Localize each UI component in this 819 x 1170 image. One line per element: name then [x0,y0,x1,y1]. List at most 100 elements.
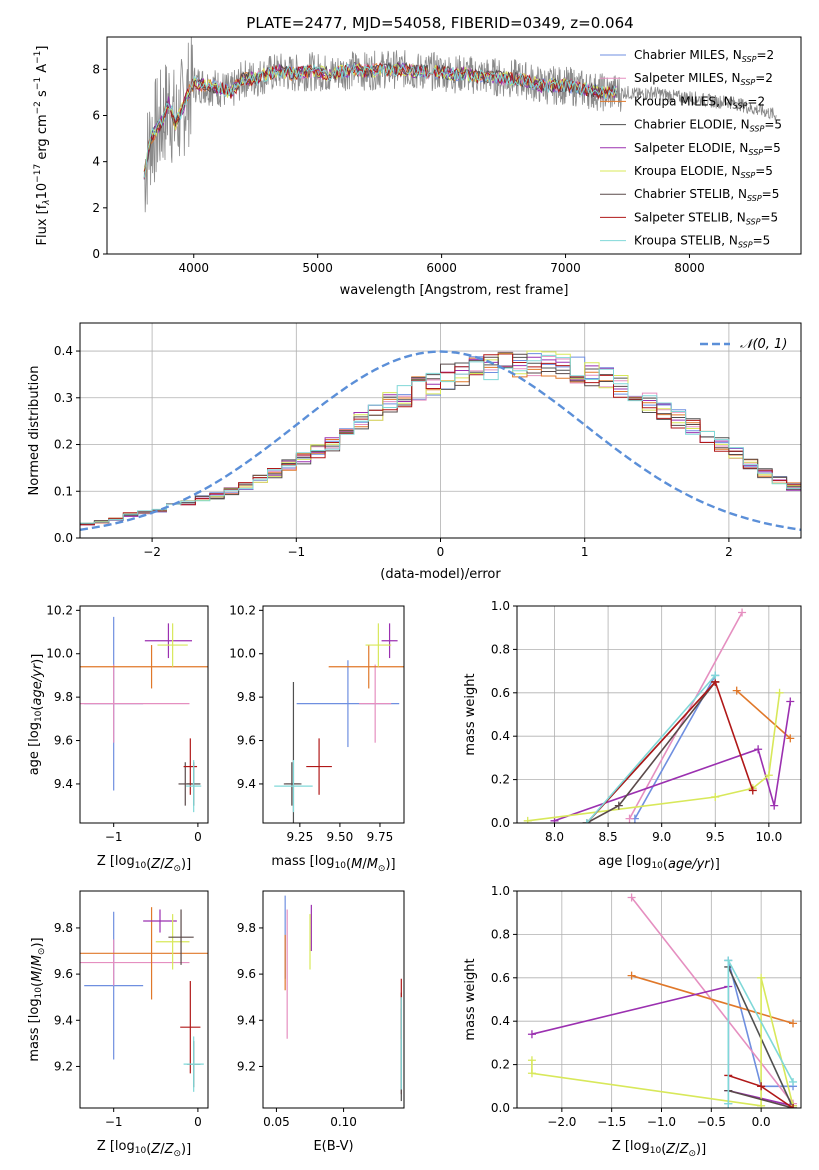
y-tick-label: 1.0 [491,884,510,898]
label-part: ⊙ [37,948,47,956]
label-part: ⊙ [173,864,181,874]
x-tick-label: 0.0 [752,1115,771,1129]
weight-line-2 [631,974,794,1025]
label-part: , N [730,187,747,201]
weight-marker [582,819,591,823]
x-tick-label: 9.50 [327,830,354,844]
label-part: ( [146,857,151,872]
label-part: = [756,48,766,62]
label-part: )] [181,1142,191,1157]
weight-line-7 [586,680,754,823]
model-spectrum-5 [143,63,617,172]
x-tick-label: −1 [287,545,305,559]
mass-vs-Z-plot-area [80,907,208,1092]
weight-vs-age-plot-area [523,608,795,823]
histogram-3 [80,352,801,525]
legend-entry-3: Chabrier ELODIE, NSSP=5 [634,118,782,134]
errorbar-point-2 [328,645,404,689]
xlabel-text: Z [log [97,854,135,869]
xlabel-text: mass [log [271,854,334,869]
label-part: ( [661,1142,666,1157]
label-part: Kroupa ELODIE [634,164,724,178]
weight-line-5 [531,977,794,1107]
label-part: 10 [35,183,50,200]
mass-vs-Z-panel: −1 09.29.49.69.8Z [log10(Z/Z⊙)]mass [log1… [27,890,209,1159]
errorbar-point-1 [359,664,392,743]
xlabel-text: Z [log [97,1139,135,1154]
label-part: , N [725,48,742,62]
mass-vs-ebv-plot-area [284,895,402,1102]
y-tick-label: 9.6 [54,734,73,748]
residual-hist-ylabel: Normed distribution [27,366,42,496]
spectrum-frame [106,36,802,255]
weight-marker [757,1082,766,1091]
gaussian-curve [80,350,801,531]
label-part: , N [716,94,733,108]
weight-vs-age-ylabel: mass weight [463,673,478,755]
y-tick-label: 9.6 [237,967,256,981]
x-tick-label: −1.5 [597,1115,626,1129]
weight-line-1 [630,897,794,1105]
errorbar-point-7 [306,738,332,795]
weight-marker [786,697,795,706]
x-tick-label: −2 [143,545,161,559]
xlabel-text: (data-model)/error [380,567,501,582]
label-part: = [755,164,765,178]
label-part: age/yr [30,662,45,705]
y-tick-label: 2 [92,201,100,215]
weight-line-6 [728,1089,794,1108]
errorbar-point-5 [157,623,188,667]
histogram-1 [80,351,801,526]
weight-marker [757,973,766,982]
y-tick-label: 9.8 [237,690,256,704]
errorbar-point-4 [143,909,177,933]
age-vs-mass-plot-area [274,623,404,823]
label-part: = [747,94,757,108]
legend-entry-8: Kroupa STELIB, NSSP=5 [634,234,770,250]
y-tick-label: 8 [92,62,100,76]
weight-line-2 [736,690,791,739]
label-part: )] [30,937,45,947]
y-tick-label: 9.4 [237,777,256,791]
ylabel-text: mass weight [463,673,478,755]
label-part: 10 [651,861,663,871]
weight-line-4 [531,985,794,1107]
weight-vs-age-xlabel: age [log10(age/yr)] [598,854,720,872]
errorbar-point-8 [186,760,202,813]
y-tick-label: 9.6 [54,967,73,981]
label-part: SSP [741,171,756,180]
label-part: SSP [742,55,757,64]
label-part: 5 [772,187,780,201]
errorbar-point-6 [283,762,300,806]
weight-marker [527,1069,536,1078]
y-tick-label: 6 [92,108,100,122]
y-tick-label: 0.3 [54,391,73,405]
errorbar-point-8 [274,760,313,813]
ylabel-text: age [log [27,722,42,775]
label-part: , N [729,210,746,224]
x-tick-label: 9.75 [367,830,394,844]
label-part: SSP [733,101,748,110]
age-vs-Z-xlabel: Z [log10(Z/Z⊙)] [97,854,191,874]
label-part: = [762,187,772,201]
x-tick-label: 0.10 [330,1115,357,1129]
label-part: SSP [747,194,762,203]
label-part: , N [732,141,749,155]
y-tick-label: 0.4 [54,344,73,358]
age-vs-mass-panel: 9.25 9.50 9.75 9.4 9.6 9.8 10.0 10.2 mass [log10… [229,603,405,874]
spectrum-xlabel: wavelength [Angstrom, rest frame] [340,283,569,298]
weight-marker [711,792,720,801]
label-part: Chabrier STELIB [634,187,730,201]
mass-vs-Z-ylabel: mass [log10(M/M⊙)] [27,937,47,1061]
figure-title: PLATE=2477, MJD=54058, FIBERID=0349, z=0… [246,14,633,32]
x-tick-label: 4000 [178,261,209,275]
weight-marker [764,771,773,780]
x-tick-label: 8000 [674,261,705,275]
y-tick-label: 9.4 [237,1013,256,1027]
model-spectrum-8 [143,62,617,178]
label-part: , N [724,71,741,85]
y-tick-label: 9.4 [54,1013,73,1027]
y-tick-label: 0.6 [491,971,510,985]
spectrum-plot-area [143,37,777,213]
y-tick-label: 0.0 [491,1101,510,1115]
